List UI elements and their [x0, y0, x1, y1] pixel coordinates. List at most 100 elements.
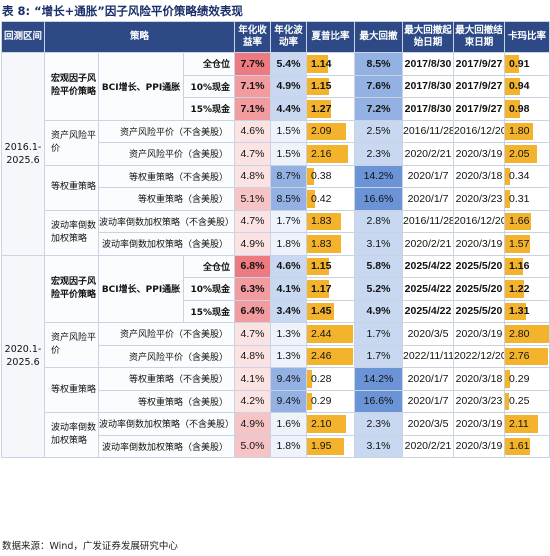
- annual-return: 4.1%: [234, 367, 271, 391]
- annual-return: 4.7%: [234, 322, 271, 346]
- max-drawdown: 16.6%: [354, 389, 403, 413]
- sharpe-ratio-bar-fill: [307, 212, 342, 230]
- strategy-name: 波动率倒数加权策略（不含美股）: [98, 412, 235, 436]
- annual-return: 6.8%: [234, 254, 271, 278]
- annual-volatility: 8.7%: [270, 164, 307, 188]
- sharpe-ratio-value: 1.95: [311, 440, 332, 453]
- sharpe-ratio: 1.83: [306, 209, 355, 233]
- annual-volatility: 9.4%: [270, 389, 307, 413]
- drawdown-start: 2020/1/7: [402, 187, 454, 211]
- sharpe-ratio-bar-fill: [307, 370, 313, 388]
- sharpe-ratio-bar-fill: [307, 392, 313, 410]
- drawdown-end: 2020/3/19: [453, 412, 505, 436]
- annual-volatility: 1.8%: [270, 232, 307, 256]
- sharpe-ratio-bar-fill: [307, 55, 329, 73]
- strategy-name: 波动率倒数加权策略（含美股）: [98, 434, 235, 458]
- calmar-ratio-bar-fill: [505, 145, 538, 163]
- position-label: 10%现金: [183, 277, 235, 301]
- period-cell: 2020.1-2025.6: [1, 254, 45, 458]
- annual-return: 6.3%: [234, 277, 271, 301]
- table-row: 2020.1-2025.6 宏观因子风险平价策略 BCI增长、PPI通胀 全仓位 6.8…: [1, 254, 550, 458]
- position-label: 15%现金: [183, 299, 235, 323]
- sharpe-ratio: 0.29: [306, 389, 355, 413]
- drawdown-start: 2016/11/28: [402, 209, 454, 233]
- annual-return: 7.7%: [234, 52, 271, 76]
- calmar-ratio-bar-fill: [505, 437, 531, 455]
- strategy-name: 波动率倒数加权策略（不含美股）: [98, 209, 235, 233]
- calmar-ratio: 0.31: [504, 187, 550, 211]
- calmar-ratio: 0.25: [504, 389, 550, 413]
- sharpe-ratio-value: 1.83: [311, 215, 332, 228]
- calmar-ratio-value: 2.76: [509, 350, 530, 363]
- strategy-name: 波动率倒数加权策略（含美股）: [98, 232, 235, 256]
- max-drawdown: 2.5%: [354, 119, 403, 143]
- table-row: 波动率倒数加权策略 波动率倒数加权策略（不含美股） 4.9% 1.6% 2.10 2.3%…: [2, 412, 550, 458]
- calmar-ratio-bar-fill: [505, 392, 509, 410]
- calmar-ratio-value: 2.80: [509, 327, 530, 340]
- annual-return: 4.7%: [234, 142, 271, 166]
- annual-return: 5.1%: [234, 187, 271, 211]
- calmar-ratio: 2.05: [504, 142, 550, 166]
- sharpe-ratio-bar-fill: [307, 145, 348, 163]
- drawdown-start: 2020/1/7: [402, 367, 454, 391]
- header-row: 回测区间 策略 年化收益率 年化波动率 夏普比率 最大回撤 最大回撤起始日期 最…: [1, 21, 550, 53]
- sharpe-ratio-bar-fill: [307, 100, 331, 118]
- drawdown-end: 2025/5/20: [453, 254, 505, 278]
- sharpe-ratio-value: 0.42: [311, 192, 332, 205]
- header-ann-return: 年化收益率: [234, 21, 271, 53]
- annual-volatility: 8.5%: [270, 187, 307, 211]
- sharpe-ratio-value: 1.14: [311, 57, 332, 70]
- table-row: 2016.1-2025.6 宏观因子风险平价策略 BCI增长、PPI通胀 全仓位 7.7…: [1, 52, 550, 256]
- calmar-ratio: 1.57: [504, 232, 550, 256]
- strategy-name: 资产风险平价（含美股）: [98, 142, 235, 166]
- drawdown-end: 2020/3/19: [453, 434, 505, 458]
- drawdown-start: 2025/4/22: [402, 254, 454, 278]
- strategy-group: 波动率倒数加权策略: [44, 412, 99, 458]
- annual-volatility: 4.4%: [270, 97, 307, 121]
- sharpe-ratio: 1.45: [306, 299, 355, 323]
- sharpe-ratio-value: 0.28: [311, 372, 332, 385]
- max-drawdown: 7.6%: [354, 74, 403, 98]
- max-drawdown: 5.2%: [354, 277, 403, 301]
- sharpe-ratio-value: 1.17: [311, 282, 332, 295]
- table-row: 等权重策略（含美股） 5.1% 8.5% 0.42 16.6% 2020/1/7 2020/…: [2, 187, 550, 211]
- calmar-ratio-bar-fill: [505, 190, 510, 208]
- sharpe-ratio-bar-fill: [307, 437, 344, 455]
- sharpe-ratio-bar-fill: [307, 257, 329, 275]
- calmar-ratio-value: 0.25: [509, 395, 530, 408]
- calmar-ratio: 0.98: [504, 97, 550, 121]
- calmar-ratio-bar-fill: [505, 370, 510, 388]
- strategy-group: 波动率倒数加权策略: [44, 209, 99, 256]
- calmar-ratio-bar-fill: [505, 77, 520, 95]
- table-row: 资产风险平价（含美股） 4.8% 1.3% 2.46 1.7% 2022/11/11 202…: [2, 344, 550, 368]
- sharpe-ratio: 2.16: [306, 142, 355, 166]
- table-row: 波动率倒数加权策略（含美股） 5.0% 1.8% 1.95 3.1% 2020/2/21 2…: [2, 434, 550, 458]
- annual-volatility: 1.3%: [270, 322, 307, 346]
- max-drawdown: 2.3%: [354, 412, 403, 436]
- calmar-ratio-bar-fill: [505, 167, 511, 185]
- drawdown-end: 2017/9/27: [453, 74, 505, 98]
- calmar-ratio-value: 1.61: [509, 440, 530, 453]
- annual-return: 4.9%: [234, 232, 271, 256]
- calmar-ratio-value: 1.22: [509, 282, 530, 295]
- annual-return: 7.1%: [234, 97, 271, 121]
- sharpe-ratio-value: 2.10: [311, 417, 332, 430]
- sharpe-ratio-bar-fill: [307, 302, 335, 320]
- drawdown-start: 2016/11/28: [402, 119, 454, 143]
- header-period: 回测区间: [1, 21, 45, 53]
- sharpe-ratio: 0.38: [306, 164, 355, 188]
- strategy-name: 等权重策略（不含美股）: [98, 164, 235, 188]
- calmar-ratio-bar-fill: [505, 302, 526, 320]
- period-cell: 2016.1-2025.6: [1, 52, 45, 256]
- position-label: 全仓位: [183, 254, 235, 278]
- calmar-ratio-bar-fill: [505, 415, 539, 433]
- table-row: 资产风险平价（含美股） 4.7% 1.5% 2.16 2.3% 2020/2/21 2020…: [2, 142, 550, 166]
- calmar-ratio: 2.11: [504, 412, 550, 436]
- drawdown-end: 2020/3/23: [453, 389, 505, 413]
- annual-volatility: 1.6%: [270, 412, 307, 436]
- header-strategy: 策略: [44, 21, 235, 53]
- data-source: 数据来源：Wind，广发证券发展研究中心: [2, 541, 178, 552]
- sharpe-ratio: 1.15: [306, 74, 355, 98]
- calmar-ratio: 0.34: [504, 164, 550, 188]
- calmar-ratio-bar-fill: [505, 55, 520, 73]
